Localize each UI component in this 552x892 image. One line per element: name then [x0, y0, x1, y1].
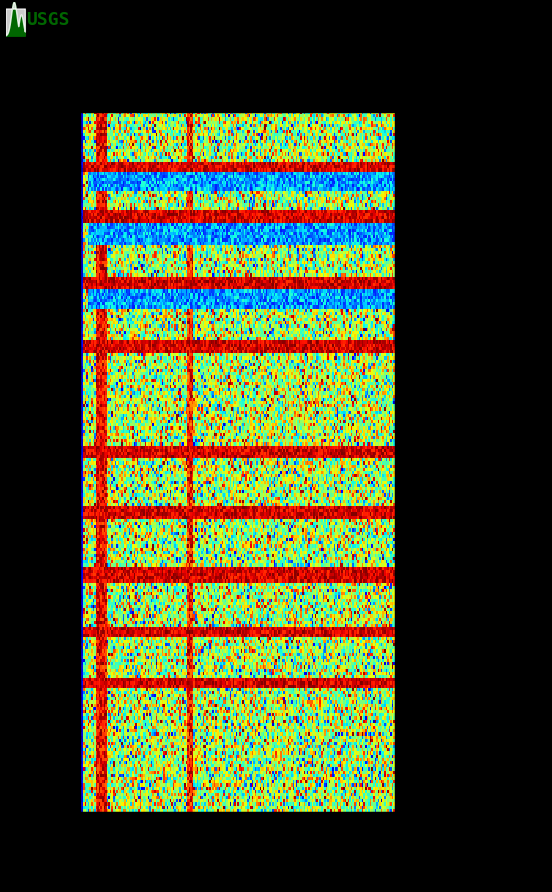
Text: USGS: USGS	[26, 12, 70, 29]
X-axis label: FREQUENCY (HZ): FREQUENCY (HZ)	[185, 838, 290, 851]
Text: (Casa Benchmark ): (Casa Benchmark )	[141, 50, 268, 62]
Text: Jul20,2022: Jul20,2022	[66, 65, 134, 76]
Text: PDT: PDT	[11, 65, 31, 76]
Text: MCB HHZ NC --: MCB HHZ NC --	[150, 33, 259, 47]
Text: x: x	[6, 878, 11, 888]
Text: UTC: UTC	[342, 65, 363, 76]
